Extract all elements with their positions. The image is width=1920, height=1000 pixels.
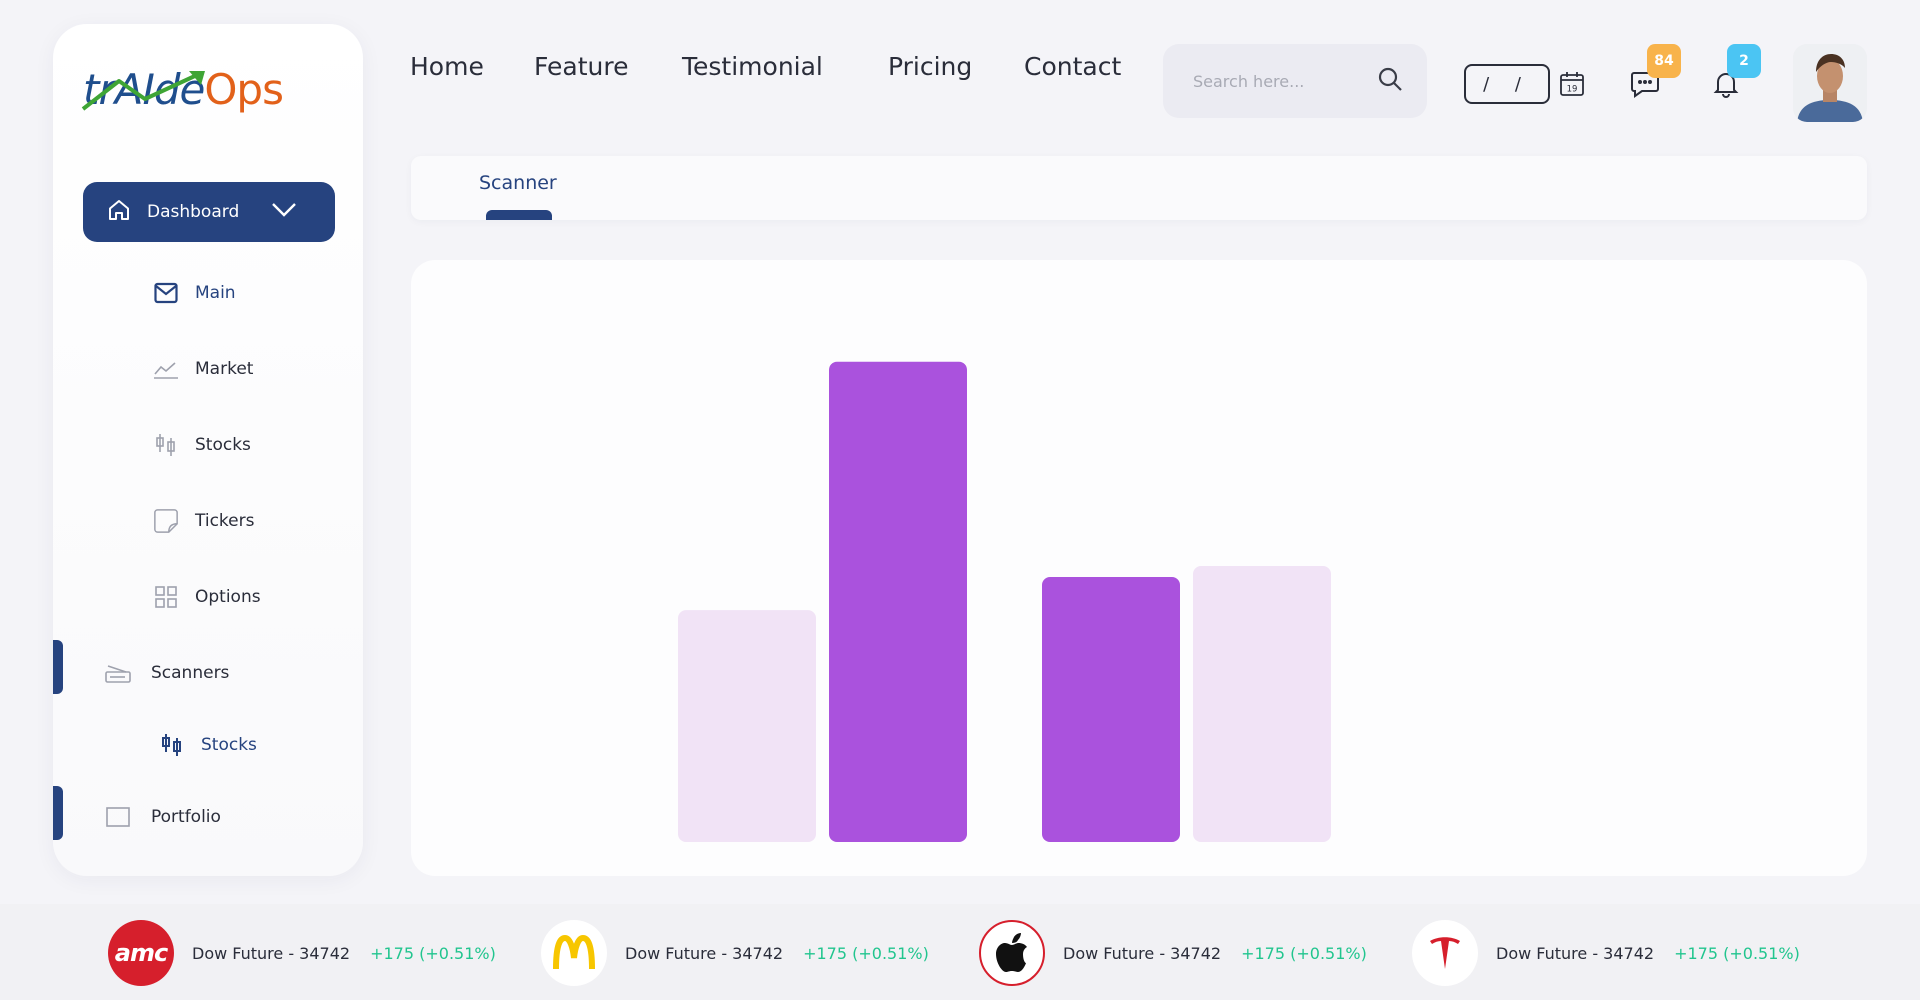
- ticker-name: Dow Future - 34742: [192, 943, 351, 963]
- active-tab-indicator: [486, 210, 552, 220]
- sidebar-item-main[interactable]: Main: [153, 280, 236, 306]
- sidebar-item-label: Dashboard: [147, 202, 240, 222]
- sidebar-item-scanner-stocks[interactable]: Stocks: [159, 732, 257, 758]
- brand-part1: trAIde: [83, 64, 205, 114]
- nav-contact[interactable]: Contact: [1024, 51, 1122, 81]
- brand-logo[interactable]: trAIdeOps: [81, 54, 333, 124]
- sidebar-item-scanners[interactable]: Scanners: [105, 660, 229, 686]
- calendar-icon[interactable]: 19: [1559, 71, 1585, 101]
- mail-icon: [153, 280, 179, 306]
- sticky-note-icon: [153, 508, 179, 534]
- chart-bar: [829, 361, 967, 842]
- nav-testimonial[interactable]: Testimonial: [682, 51, 823, 81]
- folder-icon: [105, 804, 131, 830]
- brand-wordmark: trAIdeOps: [81, 64, 284, 114]
- tesla-logo: [1412, 920, 1478, 986]
- chart-bar: [1193, 566, 1331, 842]
- sidebar-item-stocks[interactable]: Stocks: [153, 432, 251, 458]
- messages-count-badge: 84: [1647, 44, 1681, 78]
- sidebar-item-label: Market: [195, 359, 254, 379]
- date-value: / /: [1483, 73, 1531, 95]
- active-marker: [53, 786, 63, 840]
- sidebar-item-market[interactable]: Market: [153, 356, 253, 382]
- notifications-count-badge: 2: [1727, 44, 1761, 78]
- sidebar-item-dashboard[interactable]: Dashboard: [83, 182, 335, 242]
- nav-pricing[interactable]: Pricing: [888, 51, 973, 81]
- tab-bar: Scanner: [411, 156, 1867, 220]
- nav-feature[interactable]: Feature: [534, 51, 629, 81]
- sidebar-item-label: Main: [195, 283, 236, 303]
- mcdonalds-logo: [541, 920, 607, 986]
- nav-home[interactable]: Home: [410, 51, 484, 81]
- grid-icon: [153, 584, 179, 610]
- sidebar-item-tickers[interactable]: Tickers: [153, 508, 254, 534]
- bar-chart: [678, 361, 1331, 842]
- brand-part2: Ops: [204, 64, 284, 114]
- scanner-icon: [105, 660, 131, 686]
- sidebar-item-options[interactable]: Options: [153, 584, 261, 610]
- calendar-day: 19: [1567, 85, 1578, 95]
- ticker-change: +175 (+0.51%): [1674, 943, 1800, 963]
- candlestick-icon: [153, 432, 179, 458]
- amc-logo-text: amc: [114, 939, 168, 967]
- sidebar-item-label: Scanners: [151, 663, 230, 683]
- ticker-name: Dow Future - 34742: [1496, 943, 1655, 963]
- apple-logo: [979, 920, 1045, 986]
- candlestick-icon: [159, 732, 185, 758]
- sidebar-item-label: Stocks: [201, 735, 257, 755]
- ticker-item[interactable]: Dow Future - 34742 +175 (+0.51%): [541, 920, 929, 986]
- sidebar-item-label: Tickers: [195, 511, 255, 531]
- sidebar-item-label: Options: [195, 587, 261, 607]
- ticker-change: +175 (+0.51%): [803, 943, 929, 963]
- ticker-change: +175 (+0.51%): [1241, 943, 1367, 963]
- ticker-item[interactable]: Dow Future - 34742 +175 (+0.51%): [979, 920, 1367, 986]
- date-field[interactable]: / /: [1464, 64, 1550, 104]
- chart-bar: [678, 610, 816, 842]
- ticker-bar: amc Dow Future - 34742 +175 (+0.51%) Dow…: [0, 904, 1920, 1000]
- ticker-item[interactable]: amc Dow Future - 34742 +175 (+0.51%): [108, 920, 496, 986]
- chevron-down-icon[interactable]: [271, 202, 297, 223]
- ticker-name: Dow Future - 34742: [625, 943, 784, 963]
- ticker-name: Dow Future - 34742: [1063, 943, 1222, 963]
- sidebar: trAIdeOps Dashboard Main Market Stocks: [53, 24, 363, 876]
- avatar[interactable]: [1793, 44, 1867, 122]
- rising-arrow-icon: [81, 70, 205, 111]
- chart-bar: [1042, 577, 1180, 842]
- amc-logo: amc: [108, 920, 174, 986]
- search-icon[interactable]: [1377, 66, 1403, 96]
- sidebar-item-label: Stocks: [195, 435, 251, 455]
- tab-scanner[interactable]: Scanner: [479, 172, 557, 194]
- home-icon: [107, 198, 131, 227]
- line-chart-icon: [153, 356, 179, 382]
- ticker-item[interactable]: Dow Future - 34742 +175 (+0.51%): [1412, 920, 1800, 986]
- search-box: [1163, 44, 1427, 118]
- sidebar-item-label: Portfolio: [151, 807, 221, 827]
- sidebar-item-portfolio[interactable]: Portfolio: [105, 804, 221, 830]
- ticker-change: +175 (+0.51%): [370, 943, 496, 963]
- search-input[interactable]: [1193, 71, 1363, 91]
- chart-panel: [411, 260, 1867, 876]
- active-marker: [53, 640, 63, 694]
